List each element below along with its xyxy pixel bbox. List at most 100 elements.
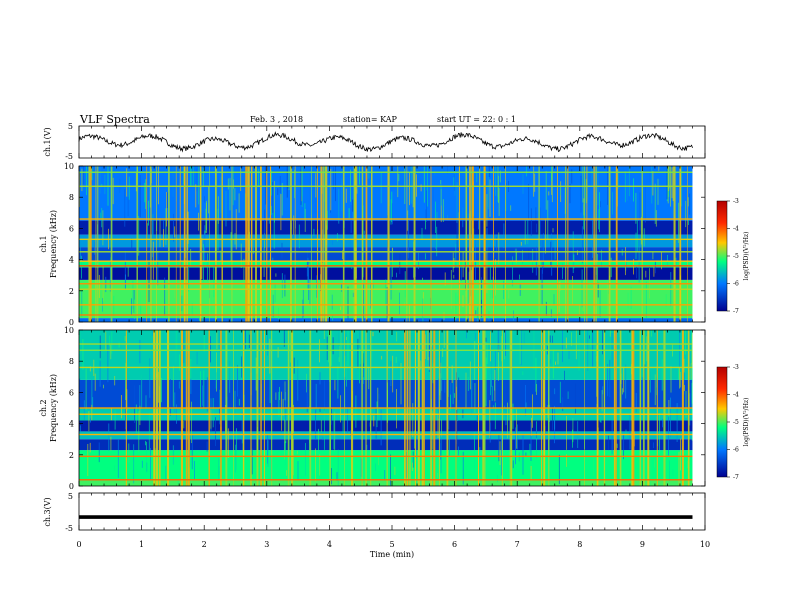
spectrogram-speckle [281, 182, 283, 216]
spectrogram-speckle [378, 393, 380, 399]
x-tick-label: 0 [76, 540, 81, 549]
spectrogram-speckle [609, 359, 611, 398]
colorbar-tick-label: -5 [733, 419, 739, 426]
spectrogram-speckle [283, 285, 285, 307]
spectrogram-speckle [141, 374, 143, 412]
spectrogram-speckle [462, 295, 464, 307]
spectrogram-speckle [275, 273, 277, 277]
spectrogram-speckle [559, 187, 561, 196]
spectrogram-speckle [533, 166, 535, 197]
spectrogram-speckle [219, 408, 221, 425]
spectrogram-speckle [490, 331, 491, 362]
spectrogram-speckle [298, 224, 300, 249]
spectrogram-speckle [363, 368, 365, 385]
spectrogram-speckle [478, 194, 479, 230]
spectrogram-speckle [600, 417, 602, 423]
spectrogram-speckle [359, 166, 360, 185]
ch1-colorbar: -3 -4 -5 -6 -7 log(PSD)(V²/Hz) [716, 198, 750, 315]
spectrogram-speckle [191, 434, 193, 470]
spectrogram-speckle [432, 410, 434, 450]
sferic-burst [199, 166, 202, 322]
y-tick-label: 0 [69, 482, 74, 491]
spectrogram-speckle [110, 436, 112, 451]
ch1-ytick-top: 5 [68, 122, 73, 131]
sferic-burst [290, 166, 292, 322]
spectrogram-speckle [562, 397, 564, 412]
spectrogram-speckle [453, 173, 455, 191]
sferic-burst [150, 166, 152, 322]
sferic-burst [586, 166, 588, 322]
spectrogram-speckle [453, 274, 455, 279]
sferic-burst [311, 166, 312, 322]
spectrogram-speckle [180, 248, 182, 265]
spectrogram-speckle [490, 373, 491, 396]
sferic-burst [322, 166, 324, 322]
spectrogram-speckle [277, 347, 279, 358]
spectrogram-speckle [144, 183, 146, 203]
spectrogram-speckle [551, 171, 552, 195]
spectrogram-speckle [406, 452, 407, 478]
ch2-spectrogram-image [79, 330, 705, 486]
tone-line [79, 407, 693, 409]
spectrogram-speckle [638, 246, 640, 283]
spectrogram-speckle [102, 210, 104, 246]
spectrogram-speckle [440, 362, 442, 400]
spectrogram-speckle [234, 188, 236, 201]
spectrogram-speckle [350, 430, 352, 436]
spectrogram-speckle [440, 180, 442, 185]
spectrogram-speckle [201, 238, 203, 280]
spectrogram-speckle [527, 219, 529, 245]
colorbar-tick-label: -7 [733, 308, 739, 315]
spectrogram-speckle [522, 371, 524, 376]
spectrogram-speckle [166, 192, 168, 208]
spectrogram-speckle [442, 348, 444, 357]
spectrogram-speckle [285, 419, 287, 443]
spectrogram-speckle [161, 378, 162, 403]
spectrogram-speckle [498, 232, 500, 265]
spectrogram-speckle [481, 299, 482, 308]
spectrogram-speckle [194, 460, 195, 480]
spectrogram-speckle [204, 230, 206, 260]
spectrogram-speckle [89, 442, 91, 453]
spectrogram-speckle [177, 479, 179, 485]
spectrogram-speckle [375, 407, 377, 439]
start-time-label: start UT = 22: 0 : 1 [437, 115, 516, 124]
spectrogram-speckle [499, 330, 501, 362]
sferic-burst [320, 166, 323, 322]
spectrogram-speckle [547, 200, 549, 240]
spectrogram-speckle [340, 330, 342, 368]
spectrogram-speckle [529, 443, 531, 454]
spectrogram-speckle [583, 198, 585, 216]
spectrogram-speckle [542, 266, 543, 274]
spectrogram-speckle [313, 228, 315, 236]
spectrogram-speckle [272, 294, 274, 318]
sferic-burst [465, 166, 468, 322]
spectrogram-speckle [329, 184, 330, 220]
spectrogram-speckle [398, 361, 400, 369]
spectrogram-speckle [371, 330, 373, 360]
spectrogram-speckle [685, 330, 686, 355]
spectrogram-speckle [166, 191, 167, 227]
spectrogram-speckle [114, 410, 116, 430]
spectrogram-speckle [684, 384, 685, 391]
spectrogram-speckle [235, 444, 237, 473]
spectrogram-speckle [341, 284, 342, 292]
sferic-burst [317, 166, 318, 322]
ch1-spectrogram-image [79, 166, 705, 322]
spectrogram-speckle [422, 298, 424, 322]
spectrogram-speckle [108, 423, 110, 451]
spectrogram-speckle [497, 330, 499, 353]
spectrogram-speckle [275, 392, 277, 400]
spectrogram-speckle [396, 272, 397, 278]
spectrogram-speckle [113, 295, 115, 316]
spectrogram-speckle [366, 444, 368, 450]
sferic-burst [324, 166, 326, 322]
ch1-waveform-ylabel: ch.1(V) [43, 127, 52, 156]
spectrogram-speckle [441, 419, 442, 438]
spectrogram-speckle [689, 393, 691, 426]
spectrogram-speckle [452, 252, 454, 273]
spectrogram-speckle [444, 380, 446, 393]
spectrogram-speckle [195, 184, 197, 208]
spectrogram-speckle [437, 415, 439, 439]
spectrogram-speckle [679, 330, 681, 369]
